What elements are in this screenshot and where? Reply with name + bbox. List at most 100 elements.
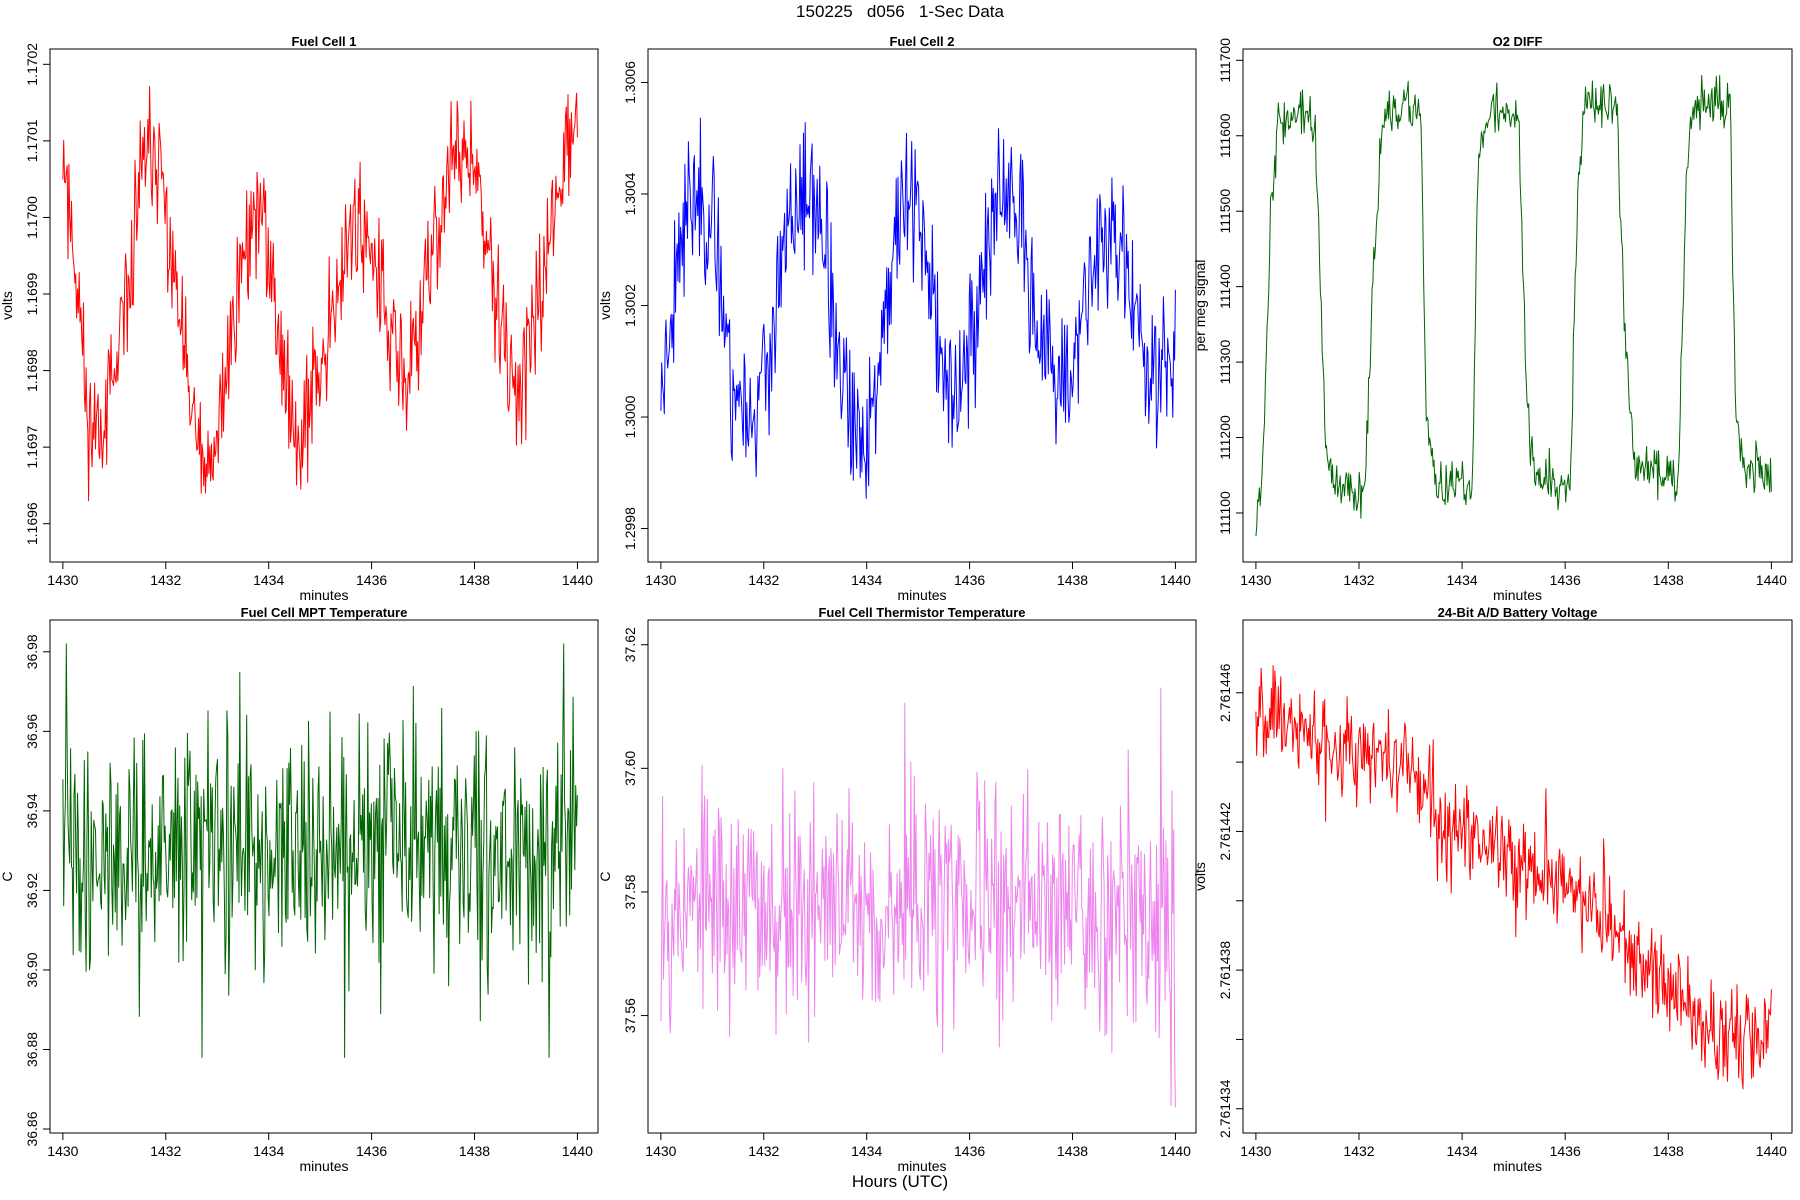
y-tick-label: 1.1702: [24, 43, 40, 86]
y-tick-label: 37.62: [622, 627, 638, 662]
y-tick-label: 2.761446: [1217, 663, 1233, 722]
y-tick-label: 1.2998: [622, 507, 638, 550]
y-tick-label: 2.761442: [1217, 802, 1233, 861]
x-tick-label: 1432: [1343, 572, 1374, 588]
y-tick-label: 1.1700: [24, 196, 40, 239]
plot-frame: [1242, 48, 1793, 563]
x-axis-label: minutes: [1493, 1158, 1542, 1174]
x-tick-label: 1436: [954, 1143, 985, 1159]
series-line: [1255, 665, 1772, 1090]
plot-frame: [49, 619, 599, 1134]
y-tick-label: 36.92: [24, 873, 40, 908]
y-tick-label: 36.90: [24, 952, 40, 987]
x-tick-label: 1430: [1240, 1143, 1271, 1159]
y-axis-label: volts: [0, 291, 15, 320]
y-tick-label: 111300: [1217, 340, 1233, 385]
y-tick-label: 1.3000: [622, 395, 638, 438]
y-tick-label: 36.98: [24, 634, 40, 669]
x-tick-label: 1432: [748, 572, 779, 588]
y-tick-label: 111200: [1217, 415, 1233, 460]
x-tick-label: 1434: [253, 1143, 284, 1159]
series-line: [1255, 74, 1772, 536]
y-tick-label: 111500: [1217, 189, 1233, 234]
y-tick-label: 37.60: [622, 751, 638, 786]
y-tick-label: 1.1699: [24, 272, 40, 315]
series-line: [62, 643, 578, 1058]
page-title: 150225 d056 1-Sec Data: [796, 2, 1004, 21]
x-tick-label: 1436: [356, 1143, 387, 1159]
y-axis-label: C: [0, 871, 15, 881]
y-axis-label: volts: [1192, 862, 1208, 891]
x-tick-label: 1436: [356, 572, 387, 588]
x-tick-label: 1430: [47, 1143, 78, 1159]
y-tick-label: 111700: [1217, 38, 1233, 83]
x-tick-label: 1440: [1160, 572, 1191, 588]
panel-fuel-cell-mpt-temperature: Fuel Cell MPT Temperature 1430 1432 1434 143…: [0, 605, 599, 1174]
y-tick-label: 111400: [1217, 264, 1233, 309]
panel-fuel-cell-2: Fuel Cell 2 1430 1432 1434 1436 1438 1440 minut…: [597, 34, 1197, 603]
x-tick-label: 1434: [851, 1143, 882, 1159]
y-tick-label: 111600: [1217, 113, 1233, 158]
x-tick-label: 1438: [459, 1143, 490, 1159]
x-tick-label: 1432: [1343, 1143, 1374, 1159]
x-tick-label: 1432: [150, 1143, 181, 1159]
x-tick-label: 1436: [1550, 572, 1581, 588]
plot-frame: [647, 619, 1197, 1134]
x-tick-label: 1440: [562, 1143, 593, 1159]
y-tick-label: 1.1696: [24, 502, 40, 545]
x-tick-label: 1432: [748, 1143, 779, 1159]
x-tick-label: 1440: [1756, 1143, 1787, 1159]
series-line: [660, 117, 1176, 499]
panel-fuel-cell-thermistor-temperature: Fuel Cell Thermistor Temperature 1430 1432…: [597, 605, 1197, 1174]
series-line: [62, 86, 578, 502]
y-tick-label: 37.58: [622, 874, 638, 909]
x-tick-label: 1436: [954, 572, 985, 588]
x-axis-label: minutes: [897, 587, 946, 603]
chart-title: Fuel Cell MPT Temperature: [241, 605, 408, 620]
chart-title: O2 DIFF: [1493, 34, 1543, 49]
x-tick-label: 1438: [1057, 1143, 1088, 1159]
x-axis-label: minutes: [299, 1158, 348, 1174]
y-axis-label: per meg signal: [1192, 260, 1208, 352]
y-axis-label: volts: [597, 291, 613, 320]
y-tick-label: 111100: [1217, 491, 1233, 535]
chart-title: Fuel Cell 2: [889, 34, 954, 49]
x-tick-label: 1434: [851, 572, 882, 588]
x-axis-label: minutes: [897, 1158, 946, 1174]
panel-o2-diff: O2 DIFF 1430 1432 1434 1436 1438 1440 minutes 11…: [1192, 34, 1793, 603]
chart-title: Fuel Cell 1: [291, 34, 356, 49]
y-tick-label: 37.56: [622, 998, 638, 1033]
x-tick-label: 1436: [1550, 1143, 1581, 1159]
y-tick-label: 1.3004: [622, 172, 638, 215]
x-tick-label: 1432: [150, 572, 181, 588]
x-tick-label: 1438: [1057, 572, 1088, 588]
x-tick-label: 1440: [1160, 1143, 1191, 1159]
y-tick-label: 1.3006: [622, 61, 638, 104]
x-tick-label: 1438: [1653, 1143, 1684, 1159]
y-axis-label: C: [597, 871, 613, 881]
series-line: [660, 687, 1176, 1108]
x-axis-label: minutes: [1493, 587, 1542, 603]
x-tick-label: 1438: [459, 572, 490, 588]
y-tick-label: 1.1698: [24, 349, 40, 392]
x-axis-caption: Hours (UTC): [851, 1172, 949, 1191]
panel-fuel-cell-1: Fuel Cell 1 1430 1432 1434 1436 1438 1440 minut…: [0, 34, 599, 603]
x-tick-label: 1434: [1447, 1143, 1478, 1159]
plot-frame: [1242, 619, 1793, 1134]
x-tick-label: 1430: [645, 1143, 676, 1159]
y-tick-label: 36.88: [24, 1032, 40, 1067]
x-tick-label: 1440: [562, 572, 593, 588]
y-tick-label: 1.3002: [622, 284, 638, 327]
plot-frame: [49, 48, 599, 563]
x-tick-label: 1430: [47, 572, 78, 588]
x-tick-label: 1430: [1240, 572, 1271, 588]
y-tick-label: 2.761434: [1217, 1079, 1233, 1138]
y-tick-label: 36.96: [24, 714, 40, 749]
y-tick-label: 2.761438: [1217, 941, 1233, 1000]
x-axis-label: minutes: [299, 587, 348, 603]
y-tick-label: 36.86: [24, 1111, 40, 1146]
x-tick-label: 1430: [645, 572, 676, 588]
x-tick-label: 1438: [1653, 572, 1684, 588]
x-tick-label: 1434: [253, 572, 284, 588]
